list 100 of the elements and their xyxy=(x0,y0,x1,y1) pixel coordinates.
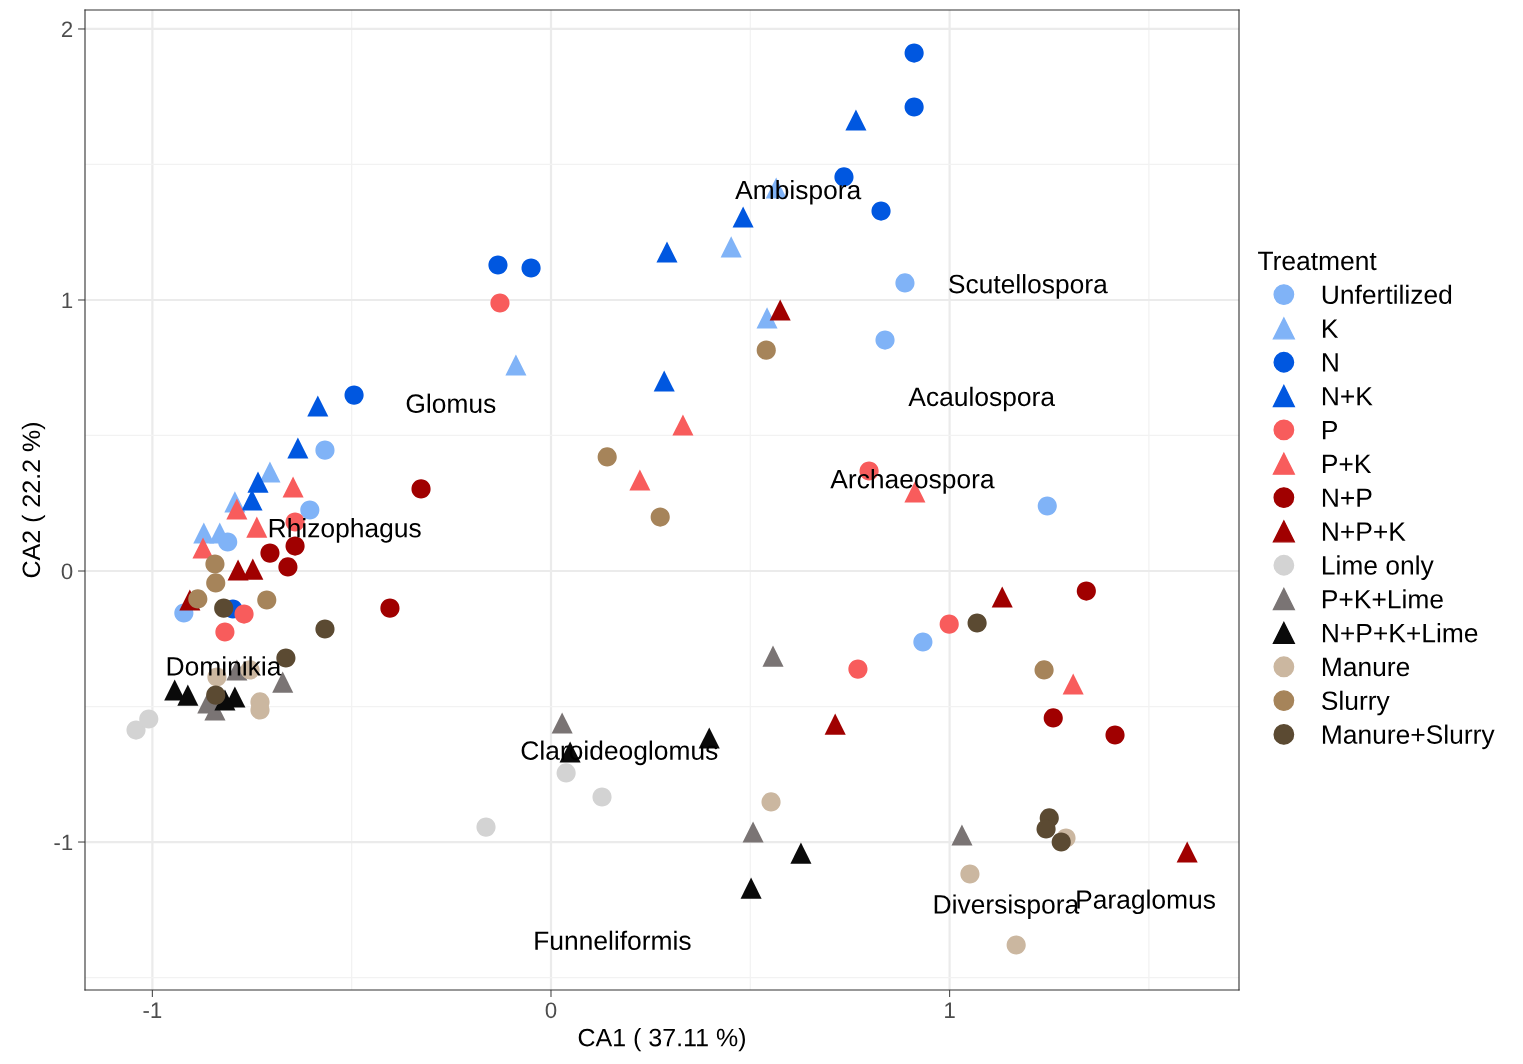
point xyxy=(756,307,778,329)
y-tick-label: -1 xyxy=(54,834,73,851)
point xyxy=(344,385,364,405)
point xyxy=(247,471,269,493)
point xyxy=(476,817,496,837)
point xyxy=(1076,581,1096,601)
point xyxy=(939,614,959,634)
annotation: Scutellospora xyxy=(949,274,1108,299)
point xyxy=(592,787,612,807)
point xyxy=(871,201,891,221)
point xyxy=(260,543,280,563)
point xyxy=(845,109,867,131)
point xyxy=(790,842,812,864)
point xyxy=(740,877,762,899)
point xyxy=(300,500,320,520)
point xyxy=(177,684,199,706)
point xyxy=(205,554,225,574)
point xyxy=(720,236,742,258)
point xyxy=(762,645,784,667)
point xyxy=(505,354,527,376)
point xyxy=(991,586,1013,608)
legend-label: Slurry xyxy=(1322,690,1390,716)
legend-label: N xyxy=(1322,353,1338,372)
legend-label: P xyxy=(1322,421,1338,440)
annotation: Rhizophagus xyxy=(269,518,421,543)
legend-label: N+P+K+Lime xyxy=(1322,623,1478,643)
point xyxy=(1034,660,1054,680)
x-tick-label: -1 xyxy=(143,1002,162,1018)
x-tick-label: 1 xyxy=(945,1002,955,1018)
annotation: Archaeospora xyxy=(830,469,995,494)
y-axis-title: CA2 ( 22.2 %) xyxy=(21,423,46,578)
point xyxy=(214,598,234,618)
point xyxy=(521,258,541,278)
annotation: Glomus xyxy=(406,393,496,413)
point xyxy=(756,340,776,360)
point xyxy=(1062,673,1084,695)
point xyxy=(1037,496,1057,516)
legend-label: P+K+Lime xyxy=(1322,589,1443,609)
point xyxy=(732,206,754,228)
legend-label: Lime only xyxy=(1322,555,1434,580)
point xyxy=(380,598,400,618)
point xyxy=(307,395,329,417)
annotation: Dominikia xyxy=(167,656,282,676)
legend-label: N+K xyxy=(1322,387,1373,406)
point xyxy=(488,255,508,275)
annotation: Funneliformis xyxy=(535,930,691,951)
point xyxy=(629,469,651,491)
point xyxy=(761,792,781,812)
point xyxy=(848,659,868,679)
point xyxy=(875,330,895,350)
point xyxy=(1176,841,1198,863)
point xyxy=(490,293,510,313)
point xyxy=(259,461,281,483)
point xyxy=(895,273,915,293)
point xyxy=(315,440,335,460)
point xyxy=(1036,819,1056,839)
point xyxy=(672,414,694,436)
legend-label: N+P+K xyxy=(1322,522,1406,541)
point xyxy=(551,712,573,734)
legend-title: Treatment xyxy=(1258,251,1377,271)
point xyxy=(139,709,159,729)
annotation: Acaulospora xyxy=(908,386,1056,412)
annotation: Ambispora xyxy=(735,179,862,205)
point xyxy=(215,622,235,642)
point xyxy=(257,590,277,610)
point xyxy=(226,498,248,520)
point xyxy=(653,370,675,392)
point xyxy=(824,713,846,735)
legend-label: P+K xyxy=(1322,454,1372,473)
y-tick-label: 2 xyxy=(61,21,73,38)
point xyxy=(282,476,304,498)
point xyxy=(242,558,264,580)
point xyxy=(1105,725,1125,745)
y-tick-label: 1 xyxy=(62,292,73,309)
point xyxy=(951,824,973,846)
legend-label: Manure xyxy=(1322,657,1410,677)
point xyxy=(960,864,980,884)
x-tick-label: 0 xyxy=(545,1002,557,1019)
point xyxy=(206,685,226,705)
point xyxy=(126,720,146,740)
point xyxy=(206,573,226,593)
point xyxy=(188,589,208,609)
point xyxy=(904,43,924,63)
point xyxy=(904,97,924,117)
point xyxy=(278,557,298,577)
point xyxy=(650,507,670,527)
legend-label: Unfertilized xyxy=(1322,284,1452,305)
point xyxy=(769,299,791,321)
point xyxy=(192,537,214,559)
y-tick-label: 0 xyxy=(61,563,73,580)
point xyxy=(1043,708,1063,728)
legend-label: K xyxy=(1322,319,1339,338)
point xyxy=(656,241,678,263)
point xyxy=(315,619,335,639)
point xyxy=(246,516,268,538)
legend-label: Manure+Slurry xyxy=(1322,724,1495,750)
point xyxy=(1006,935,1026,955)
point xyxy=(742,821,764,843)
point xyxy=(967,613,987,633)
point xyxy=(241,489,263,511)
